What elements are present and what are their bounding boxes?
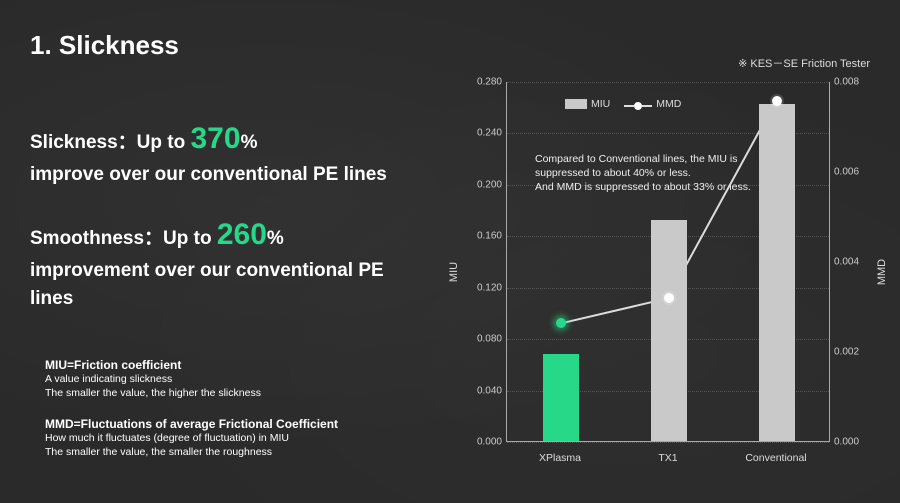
definition-miu-title: MIU=Friction coefficient — [45, 358, 425, 372]
legend-bar: MIU — [565, 98, 610, 110]
ytick-right: 0.000 — [834, 437, 866, 448]
bar-tx1 — [651, 220, 687, 441]
ytick-right: 0.008 — [834, 77, 866, 88]
gridline — [507, 442, 829, 443]
xlabel: TX1 — [658, 452, 677, 464]
definition-mmd-line2: The smaller the value, the smaller the r… — [45, 445, 425, 459]
ytick-right: 0.002 — [834, 347, 866, 358]
claim-smoothness-pct-suffix: % — [267, 228, 284, 249]
left-column: 1. Slickness Slickness：Up to 370% improv… — [30, 30, 430, 336]
definition-mmd-title: MMD=Fluctuations of average Frictional C… — [45, 417, 425, 431]
bar-xplasma — [543, 354, 579, 441]
bar-conventional — [759, 104, 795, 441]
claim-slickness-pct: 370 — [191, 122, 241, 155]
ytick-left: 0.120 — [470, 282, 502, 293]
claim-slickness-rest: improve over our conventional PE lines — [30, 164, 387, 185]
definitions: MIU=Friction coefficient A value indicat… — [45, 358, 425, 475]
ytick-left: 0.160 — [470, 231, 502, 242]
line-point-conventional — [772, 96, 782, 106]
claim-slickness-prefix: Slickness：Up to — [30, 132, 191, 153]
legend-bar-swatch — [565, 99, 587, 109]
xlabel: Conventional — [745, 452, 806, 464]
y-axis-left-label: MIU — [448, 262, 460, 282]
y-axis-right-label: MMD — [876, 259, 888, 285]
legend-line-swatch — [624, 102, 652, 110]
claim-smoothness: Smoothness：Up to 260% improvement over o… — [30, 212, 430, 314]
ytick-left: 0.200 — [470, 179, 502, 190]
ytick-right: 0.006 — [834, 167, 866, 178]
claim-slickness-pct-suffix: % — [241, 132, 258, 153]
claim-smoothness-prefix: Smoothness：Up to — [30, 228, 217, 249]
definition-miu-line1: A value indicating slickness — [45, 372, 425, 386]
claim-slickness: Slickness：Up to 370% improve over our co… — [30, 116, 430, 190]
chart-inner: MIU MMD MIU MMD Compared to Conventional… — [458, 72, 878, 472]
gridline — [507, 82, 829, 83]
ytick-left: 0.000 — [470, 437, 502, 448]
definition-mmd-line1: How much it fluctuates (degree of fluctu… — [45, 431, 425, 445]
legend-line: MMD — [624, 98, 681, 110]
slide: 1. Slickness Slickness：Up to 370% improv… — [0, 0, 900, 503]
claim-smoothness-pct: 260 — [217, 218, 267, 251]
ytick-right: 0.004 — [834, 257, 866, 268]
definition-miu-line2: The smaller the value, the higher the sl… — [45, 386, 425, 400]
claim-smoothness-rest: improvement over our conventional PE lin… — [30, 260, 384, 310]
xlabel: XPlasma — [539, 452, 581, 464]
line-point-xplasma — [556, 318, 566, 328]
source-note: ※ KES－SE Friction Tester — [738, 55, 870, 71]
definition-miu: MIU=Friction coefficient A value indicat… — [45, 358, 425, 400]
page-title: 1. Slickness — [30, 30, 430, 61]
legend-bar-label: MIU — [591, 98, 610, 110]
ytick-left: 0.040 — [470, 385, 502, 396]
plot-area: MIU MMD Compared to Conventional lines, … — [506, 82, 830, 442]
legend-line-label: MMD — [656, 98, 681, 110]
ytick-left: 0.240 — [470, 128, 502, 139]
chart: MIU MMD MIU MMD Compared to Conventional… — [458, 72, 878, 472]
definition-mmd: MMD=Fluctuations of average Frictional C… — [45, 417, 425, 459]
ytick-left: 0.280 — [470, 77, 502, 88]
ytick-left: 0.080 — [470, 334, 502, 345]
line-point-tx1 — [664, 293, 674, 303]
legend: MIU MMD — [565, 98, 681, 110]
